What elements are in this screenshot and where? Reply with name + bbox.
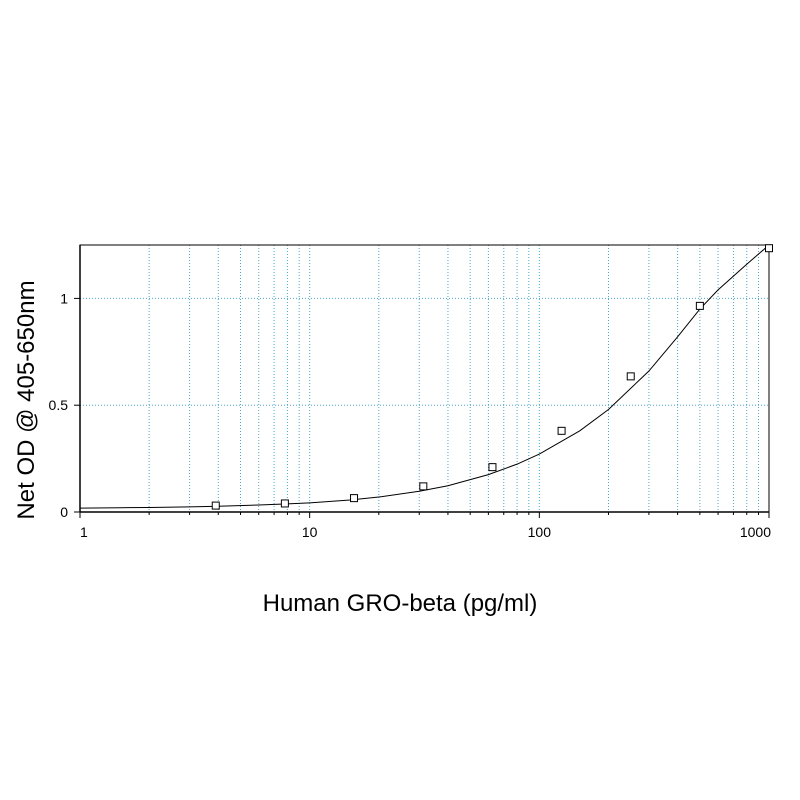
grid [80,245,769,512]
data-points [211,244,773,510]
axes [74,244,770,518]
y-tick-label: 1 [60,290,68,306]
x-tick-label: 1 [80,524,88,540]
y-axis-title: Net OD @ 405-650nm [13,280,40,519]
y-tick-label: 0 [60,504,68,520]
data-point [626,372,635,381]
data-point [695,301,704,310]
data-point [488,463,497,472]
plot-area [80,245,769,512]
x-axis-title: Human GRO-beta (pg/ml) [263,590,538,617]
fit-curve [79,244,770,509]
x-tick-label: 1000 [740,524,771,540]
y-tick-label: 0.5 [49,397,69,413]
x-tick-label: 10 [302,524,318,540]
y-tick-labels: 00.51 [49,290,69,520]
data-point [557,426,566,435]
data-point [419,482,428,491]
x-tick-label: 100 [528,524,552,540]
data-point [280,499,289,508]
data-point [765,244,773,253]
data-point [211,501,220,510]
x-tick-labels: 1 10 100 1000 [80,524,771,540]
data-point [350,494,359,503]
